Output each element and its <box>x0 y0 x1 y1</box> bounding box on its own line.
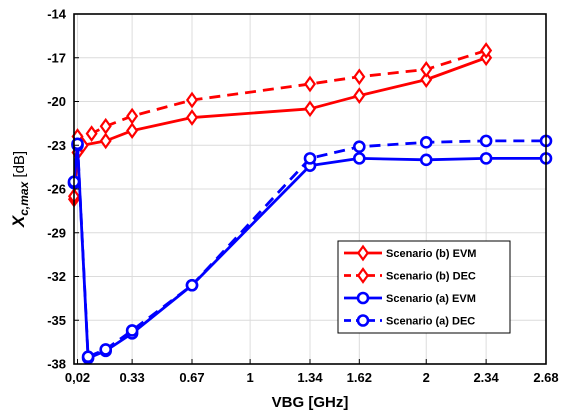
y-tick-label: -35 <box>47 313 66 328</box>
x-axis-label: VBG [GHz] <box>272 394 349 411</box>
data-point <box>419 153 433 167</box>
series-line <box>72 139 546 359</box>
x-tick-label: 2.34 <box>473 370 499 385</box>
data-point <box>303 75 317 93</box>
legend-marker <box>356 244 370 262</box>
data-point <box>126 122 139 140</box>
legend-label: Scenario (b) EVM <box>386 248 476 260</box>
legend-item: Scenario (b) DEC <box>344 267 476 284</box>
data-point <box>85 125 98 142</box>
data-point <box>71 137 84 151</box>
y-tick-label: -20 <box>47 94 66 109</box>
data-point <box>125 324 139 337</box>
legend-label: Scenario (b) DEC <box>386 271 476 283</box>
data-point <box>185 109 199 126</box>
y-axis-label-unit: [dB] <box>11 151 28 182</box>
x-tick-label: 0.33 <box>119 370 144 385</box>
data-point <box>185 278 199 292</box>
data-point <box>419 136 433 149</box>
legend-label: Scenario (a) DEC <box>386 316 475 328</box>
data-point <box>99 132 112 150</box>
data-point <box>420 61 433 78</box>
y-tick-label: -14 <box>47 7 67 22</box>
x-tick-label: 2.68 <box>533 370 558 385</box>
y-tick-label: -17 <box>47 50 66 65</box>
data-point <box>353 87 366 105</box>
data-point <box>303 152 317 165</box>
y-axis-label-symbol: X <box>9 214 28 228</box>
data-point <box>353 68 366 86</box>
x-tick-label: 1 <box>247 370 254 385</box>
x-tick-label: 0,02 <box>65 370 90 385</box>
x-tick-label: 1.62 <box>347 370 372 385</box>
legend: Scenario (b) EVM Scenario (b) DEC Scenario… <box>337 240 511 334</box>
data-point <box>99 343 113 356</box>
x-tick-label: 1.34 <box>297 370 323 385</box>
legend-marker <box>356 314 370 327</box>
data-point <box>126 107 139 125</box>
series-layer <box>67 42 553 365</box>
y-tick-label: -38 <box>47 357 66 372</box>
y-tick-label: -29 <box>47 225 66 240</box>
legend-item: Scenario (b) EVM <box>344 244 476 262</box>
data-point <box>479 134 493 148</box>
data-point <box>185 91 199 109</box>
legend-item: Scenario (a) DEC <box>344 314 475 328</box>
legend-marker <box>356 291 370 305</box>
series-2 <box>67 42 493 205</box>
y-axis-label: Xc,max [dB] <box>9 151 31 228</box>
data-point <box>480 42 493 59</box>
data-point <box>353 152 366 165</box>
legend-item: Scenario (a) EVM <box>344 291 476 305</box>
data-point <box>303 100 317 118</box>
data-point <box>99 117 112 135</box>
x-tick-label: 0.67 <box>179 370 204 385</box>
series-line <box>72 49 487 197</box>
legend-label: Scenario (a) EVM <box>386 293 476 305</box>
y-tick-label: -26 <box>47 182 66 197</box>
x-tick-label: 2 <box>423 370 430 385</box>
data-point <box>81 350 95 364</box>
y-tick-label: -32 <box>47 269 66 284</box>
data-point <box>353 140 366 154</box>
data-point <box>420 71 433 89</box>
data-point <box>479 152 493 165</box>
y-axis-label-subscript: c,max <box>17 180 31 215</box>
legend-marker <box>356 267 370 284</box>
y-tick-label: -23 <box>47 138 66 153</box>
axis-ticks: 0,02 0.33 0.67 1 1.34 1.62 2 2.34 2.68 -14 -17 -20 -… <box>47 7 558 386</box>
